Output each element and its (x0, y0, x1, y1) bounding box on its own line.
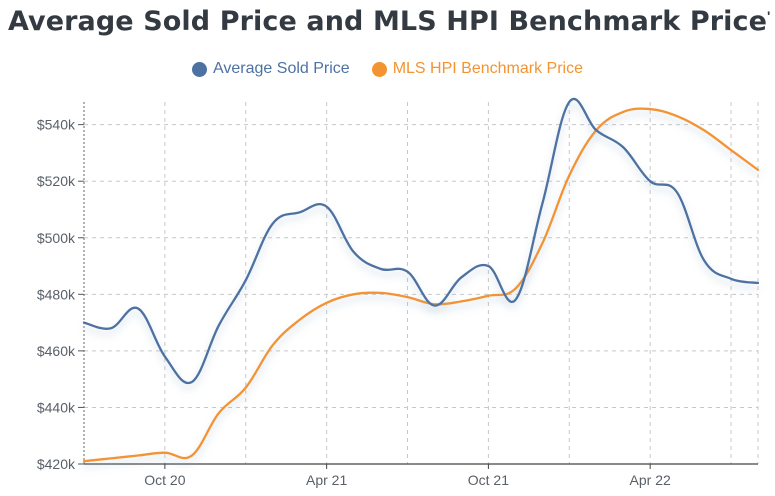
y-tick-label: $540k (37, 117, 76, 133)
x-tick-label: Apr 21 (306, 472, 347, 488)
legend-label-mls-hpi-benchmark-price: MLS HPI Benchmark Price (392, 60, 583, 77)
chart-legend: Average Sold Price MLS HPI Benchmark Pri… (0, 60, 775, 78)
y-tick-label: $520k (37, 173, 76, 189)
x-axis-tick-labels: Oct 20 Apr 21 Oct 21 Apr 22 (144, 472, 671, 488)
y-tick-label: $500k (37, 230, 76, 246)
y-tick-label: $440k (37, 399, 76, 415)
series-line-mls-hpi-benchmark-price[interactable] (82, 107, 760, 463)
chart-title: Average Sold Price and MLS HPI Benchmark… (8, 6, 768, 37)
legend-marker-mls-hpi-benchmark-price (371, 61, 387, 77)
legend-item-average-sold-price[interactable]: Average Sold Price (192, 60, 350, 78)
x-tick-label: Oct 21 (468, 472, 509, 488)
y-tick-label: $420k (37, 456, 76, 472)
legend-label-average-sold-price: Average Sold Price (213, 60, 350, 77)
y-tick-label: $480k (37, 286, 76, 302)
legend-item-mls-hpi-benchmark-price[interactable]: MLS HPI Benchmark Price (371, 60, 583, 78)
x-tick-label: Apr 22 (630, 472, 671, 488)
y-tick-label: $460k (37, 343, 76, 359)
series-lines (82, 97, 760, 463)
grid-lines (84, 102, 759, 464)
y-axis-tick-labels: $420k $440k $460k $480k $500k $520k $540k (37, 117, 76, 472)
axes (78, 102, 758, 469)
series-line-average-sold-price[interactable] (82, 97, 760, 385)
overflow-glyph: ' (767, 8, 771, 24)
legend-marker-average-sold-price (192, 61, 208, 77)
x-tick-label: Oct 20 (144, 472, 185, 488)
